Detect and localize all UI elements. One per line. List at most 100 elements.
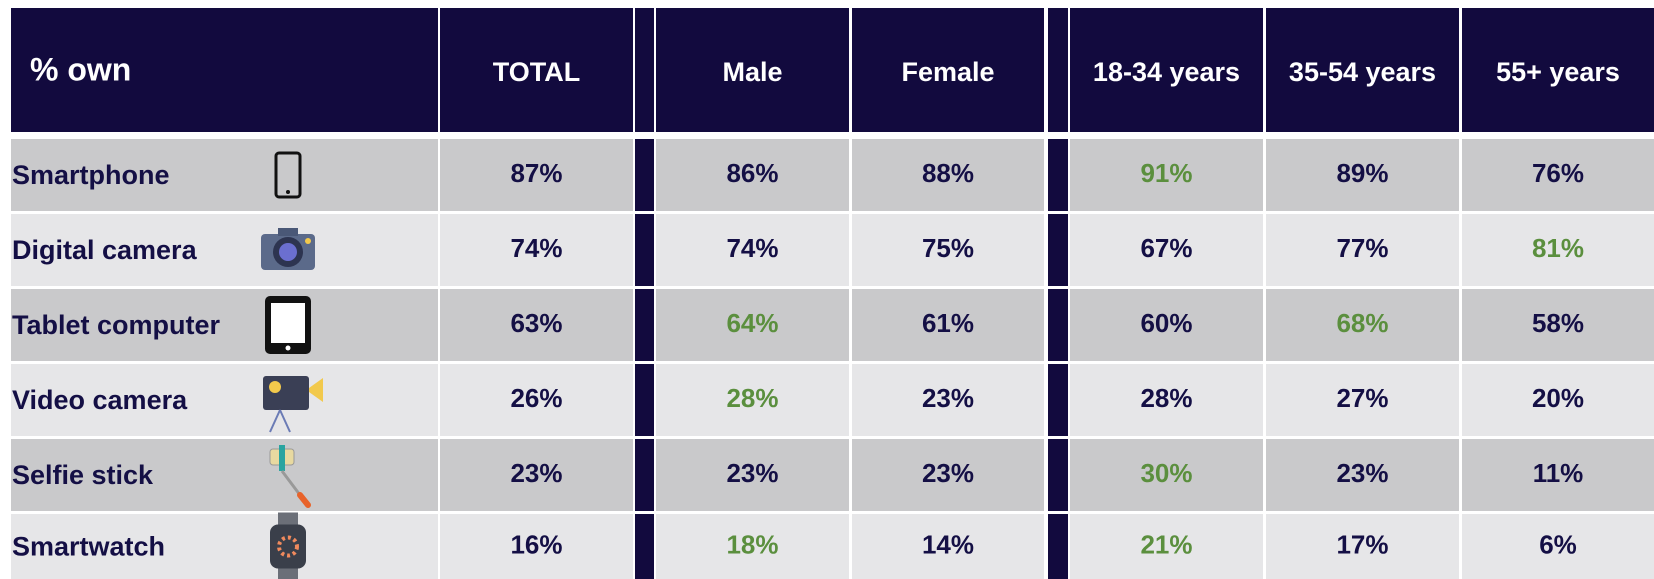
separator [635,439,654,511]
cell-value: 23% [922,458,974,488]
cell-value: 23% [510,458,562,488]
cell [852,289,1044,361]
cell [1266,514,1459,579]
header-column: Female [901,57,994,87]
header-column: 18-34 years [1093,57,1240,87]
icon-shape [285,345,291,351]
cell [1462,289,1654,361]
cell [852,364,1044,436]
cell-value: 63% [510,308,562,338]
header-column: 35-54 years [1289,57,1436,87]
cell-value: 86% [726,158,778,188]
header-separator [1048,8,1068,132]
icon-shape [269,381,281,393]
cell [852,514,1044,579]
cell-value: 23% [726,458,778,488]
cell-value: 14% [922,529,974,559]
cell-value: 11% [1533,458,1584,488]
separator [1048,364,1068,436]
cell [1070,439,1263,511]
row-icon [263,376,323,433]
cell [656,439,849,511]
cell [852,439,1044,511]
separator [635,514,654,579]
icon-shape [278,512,298,527]
cell [1070,514,1263,579]
cell [440,439,633,511]
header-separator [635,8,654,132]
row-label: Video camera [12,385,188,415]
cell-value: 74% [510,233,562,263]
row-label: Tablet computer [12,310,221,340]
cell [1070,364,1263,436]
cell [1266,139,1459,211]
icon-shape [305,238,311,244]
cell [1462,139,1654,211]
cell-value: 67% [1140,233,1192,263]
header-cell [1266,8,1459,132]
row-icon [265,296,311,354]
row-label-cell [11,214,438,286]
cell-value: 77% [1336,233,1388,263]
row-label: Smartphone [12,160,170,190]
header-cell [1070,8,1263,132]
cell-value: 81% [1532,233,1584,263]
header-cell [656,8,849,132]
cell [1070,139,1263,211]
cell-value: 68% [1336,308,1388,338]
separator [1048,289,1068,361]
row-icon [261,228,315,270]
cell [440,139,633,211]
cell [1462,364,1654,436]
cell-value: 23% [922,383,974,413]
cell [1462,214,1654,286]
cell [440,289,633,361]
cell-value: 17% [1336,529,1388,559]
cell [440,364,633,436]
icon-shape [271,303,305,343]
cell-value: 28% [1140,383,1192,413]
cell [852,139,1044,211]
cell [656,289,849,361]
separator [635,214,654,286]
separator [1048,439,1068,511]
cell-value: 20% [1532,383,1584,413]
cell-value: 61% [922,308,974,338]
cell-value: 87% [510,158,562,188]
separator [1048,514,1068,579]
cell-value: 16% [510,529,562,559]
header-cell [1462,8,1654,132]
row-label-cell [11,439,438,511]
header-cell [852,8,1044,132]
cell-value: 6% [1539,529,1577,559]
icon-shape [297,492,311,508]
cell-value: 64% [726,308,778,338]
row-icon [270,512,306,579]
cell-value: 28% [726,383,778,413]
cell-value: 21% [1140,529,1192,559]
row-label-cell [11,364,438,436]
separator [635,289,654,361]
cell [440,514,633,579]
cell-value: 89% [1336,158,1388,188]
cell-value: 91% [1140,158,1192,188]
cell-value: 18% [726,529,778,559]
header-column: 55+ years [1496,57,1620,87]
row-icon [274,151,302,199]
icon-shape [309,378,323,402]
row-label: Digital camera [12,235,198,265]
cell-value: 76% [1532,158,1584,188]
cell-value: 60% [1140,308,1192,338]
icon-shape [279,243,297,261]
cell [656,214,849,286]
cell-value: 58% [1532,308,1584,338]
cell [1462,439,1654,511]
cell-value: 26% [510,383,562,413]
row-label: Smartwatch [12,532,165,562]
icon-shape [270,524,306,569]
separator [1048,214,1068,286]
cell [1070,214,1263,286]
cell-value: 88% [922,158,974,188]
icon-shape [278,228,298,236]
